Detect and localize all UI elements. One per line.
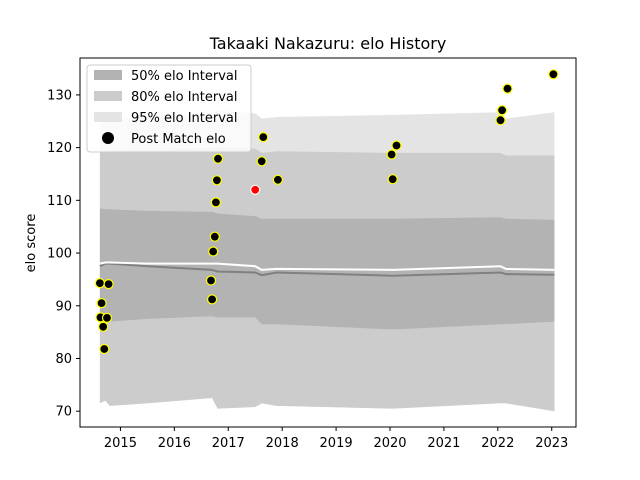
highlight-elo-point (250, 184, 261, 195)
x-tick-label: 2016 (158, 436, 191, 451)
axes-frame (79, 57, 577, 428)
legend-marker-post-match (102, 132, 114, 144)
chart-title: Takaaki Nakazuru: elo History (209, 34, 447, 53)
legend-label-ci50: 50% elo Interval (131, 69, 238, 84)
mean-elo-line (99, 261, 555, 271)
post-match-elo-point (210, 197, 221, 208)
post-match-elo-point (208, 246, 219, 257)
y-tick-label: 110 (47, 194, 72, 209)
y-tick-label: 100 (47, 247, 72, 262)
axis-ticks: 2015 2016 2017 2018 2019 2020 2021 2022 2023 70 80… (47, 88, 568, 451)
x-tick-label: 2018 (266, 436, 299, 451)
post-match-elo-point (207, 294, 218, 305)
post-match-elo-point (103, 279, 114, 290)
post-match-elo-point (386, 149, 397, 160)
post-match-elo-point (99, 343, 110, 355)
post-match-elo-point (96, 298, 107, 309)
x-tick-label: 2021 (427, 436, 460, 451)
post-match-elo-point (209, 231, 220, 242)
x-tick-label: 2019 (320, 436, 353, 451)
y-tick-label: 80 (55, 352, 72, 367)
post-match-elo-point (272, 174, 283, 185)
post-match-elo-point (212, 153, 224, 164)
post-match-elo-point (101, 312, 113, 323)
y-tick-label: 90 (55, 299, 72, 314)
post-match-elo-point (258, 132, 269, 143)
legend-swatch-ci80 (94, 91, 122, 101)
y-tick-label: 120 (47, 141, 72, 156)
plot-area (94, 69, 559, 412)
post-match-elo-point (502, 83, 513, 94)
post-match-elo-point (211, 175, 222, 186)
legend: 50% elo Interval 80% elo Interval 95% el… (86, 64, 252, 153)
x-tick-label: 2023 (535, 436, 568, 451)
median-elo-line (99, 262, 555, 277)
post-match-elo-point (387, 174, 398, 185)
y-tick-label: 70 (55, 405, 72, 420)
post-match-elo-point (495, 115, 506, 126)
post-match-elo-point (205, 275, 217, 286)
x-tick-label: 2020 (373, 436, 406, 451)
post-match-elo-point (98, 321, 109, 332)
post-match-elo-point (548, 69, 559, 80)
post-match-elo-point (497, 105, 508, 116)
y-tick-label: 130 (47, 88, 72, 103)
legend-swatch-ci95 (94, 112, 122, 122)
post-match-elo-point (256, 156, 267, 167)
legend-label-ci80: 80% elo Interval (131, 90, 238, 105)
legend-label-ci95: 95% elo Interval (131, 111, 238, 126)
post-match-elo-point (94, 278, 106, 289)
y-axis-label: elo score (24, 214, 39, 273)
x-tick-label: 2015 (104, 436, 137, 451)
post-match-elo-point (391, 140, 402, 151)
legend-label-post-match: Post Match elo (131, 132, 226, 147)
x-tick-label: 2017 (212, 436, 245, 451)
legend-box (86, 64, 252, 153)
legend-swatch-ci50 (94, 70, 122, 80)
x-tick-label: 2022 (481, 436, 514, 451)
